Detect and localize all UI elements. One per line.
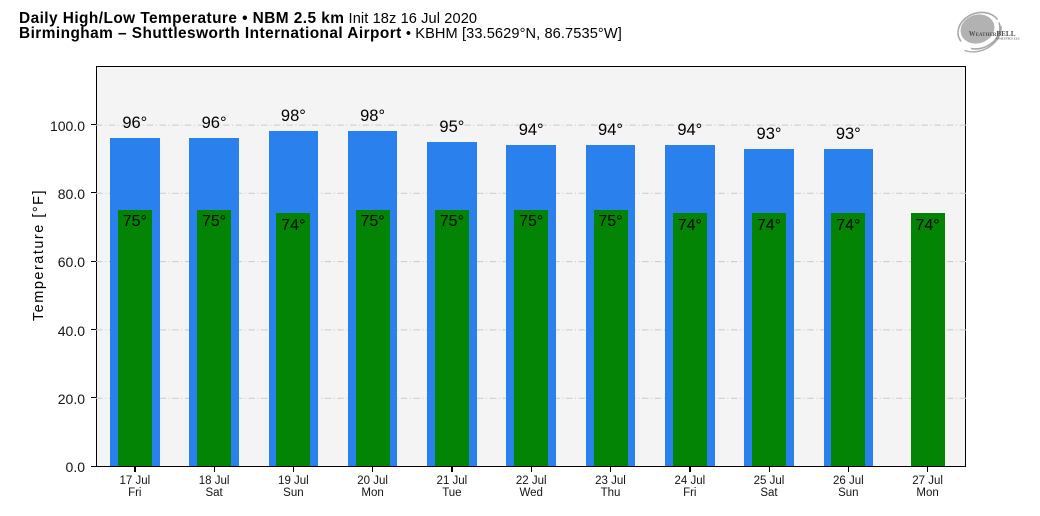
svg-text:WEATHERBELL: WEATHERBELL	[969, 30, 1016, 38]
svg-text:ANALYTICS LLC: ANALYTICS LLC	[996, 37, 1020, 41]
